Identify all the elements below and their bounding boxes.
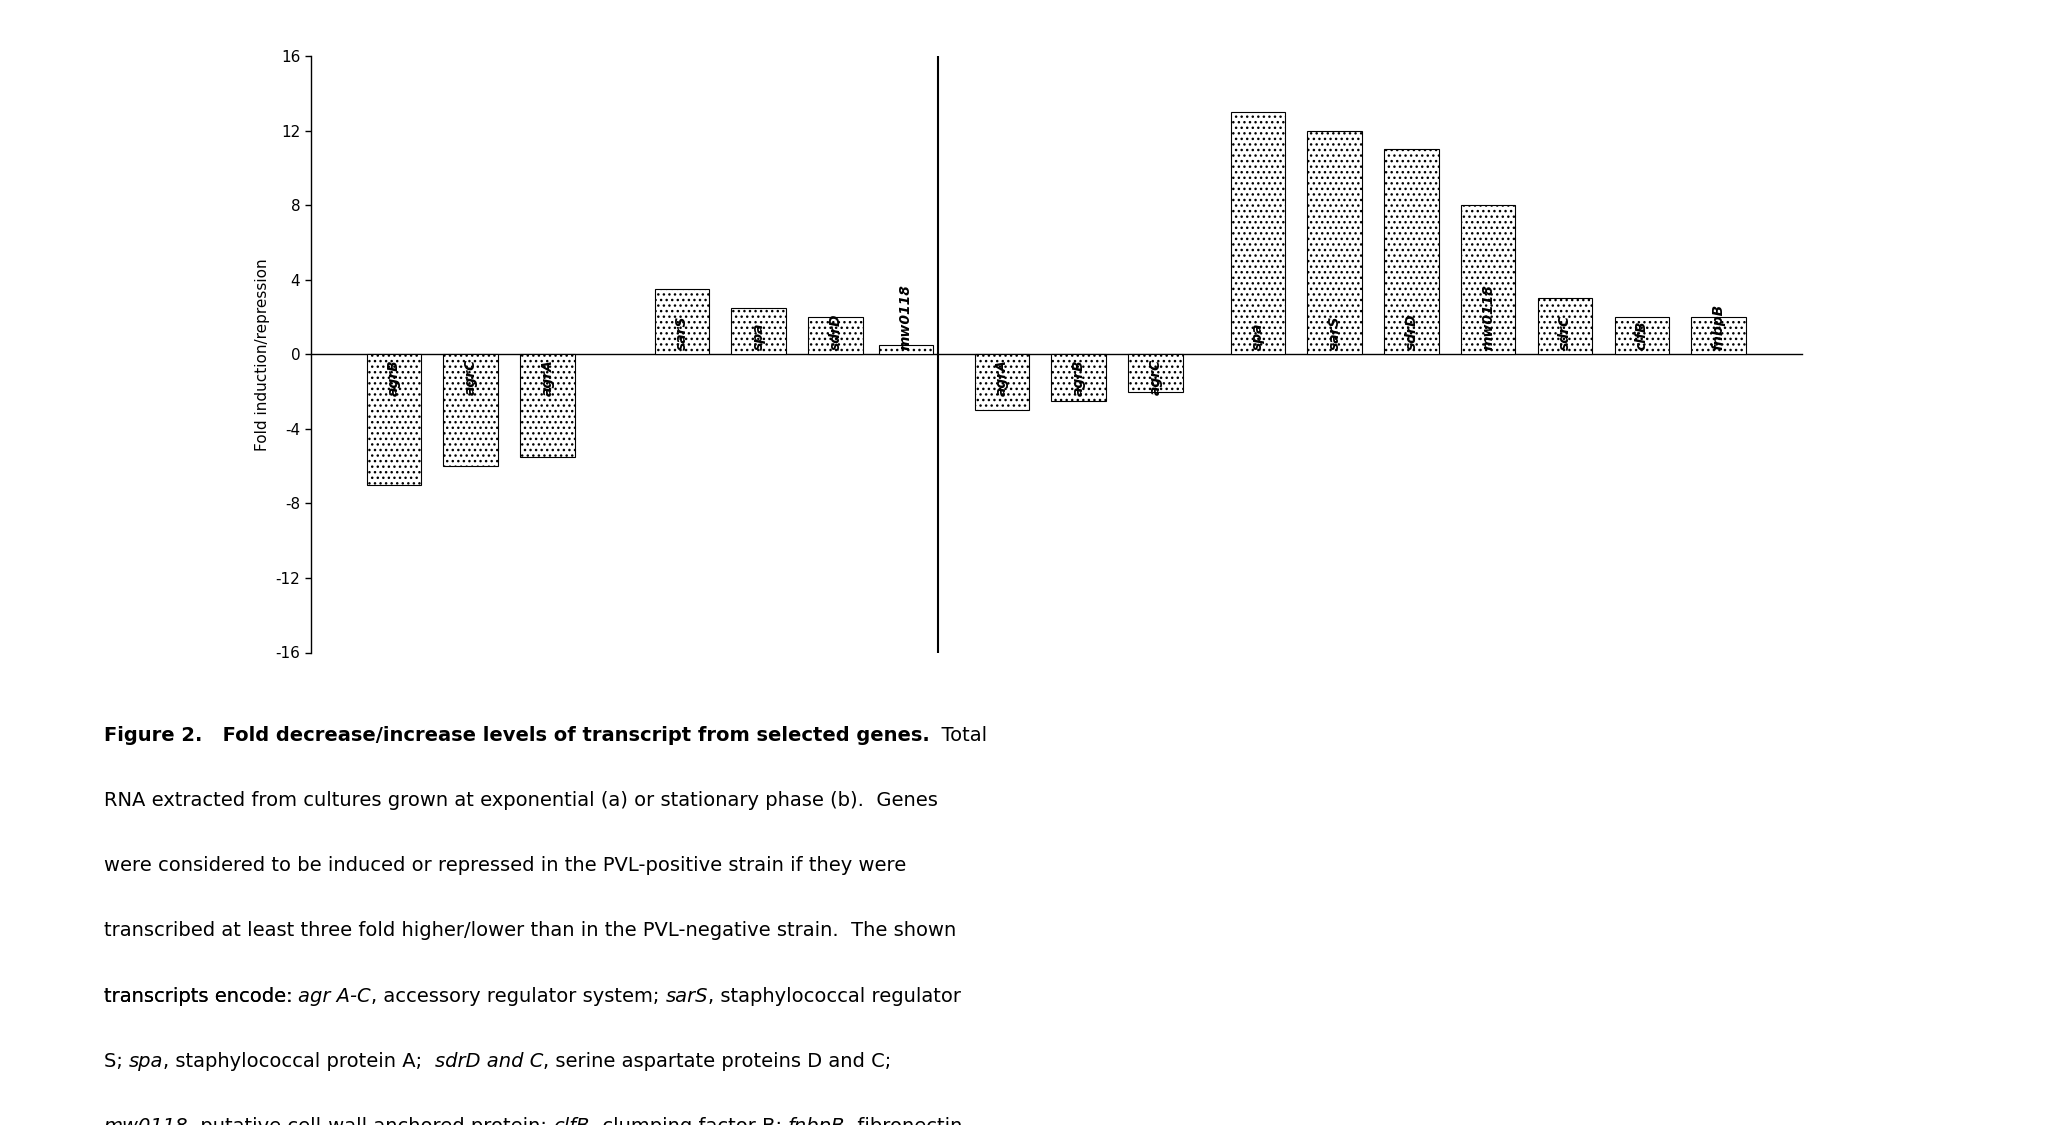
Text: clfB: clfB — [553, 1117, 590, 1125]
Text: transcripts encode:: transcripts encode: — [104, 987, 298, 1006]
Text: spa: spa — [128, 1052, 164, 1071]
Text: sdrD and C: sdrD and C — [435, 1052, 543, 1071]
Bar — [654, 289, 708, 354]
Text: S;: S; — [104, 1052, 128, 1071]
Text: agrC: agrC — [464, 359, 478, 395]
Text: agr A-C: agr A-C — [298, 987, 371, 1006]
Bar — [367, 354, 420, 485]
Bar — [1692, 317, 1746, 354]
Text: transcripts encode:: transcripts encode: — [104, 987, 298, 1006]
Text: mw0118: mw0118 — [899, 284, 913, 350]
Text: transcribed at least three fold higher/lower than in the PVL-negative strain.  T: transcribed at least three fold higher/l… — [104, 921, 957, 940]
Text: sarS: sarS — [675, 315, 690, 350]
Bar — [1052, 354, 1106, 400]
Text: sarS: sarS — [665, 987, 708, 1006]
Bar — [1383, 150, 1439, 354]
Text: , staphylococcal protein A;: , staphylococcal protein A; — [164, 1052, 435, 1071]
Text: agrC: agrC — [1149, 359, 1162, 395]
Text: sdrC: sdrC — [1557, 315, 1572, 350]
Text: clfB: clfB — [1634, 321, 1649, 350]
Text: mw0118: mw0118 — [1481, 284, 1495, 350]
Text: were considered to be induced or repressed in the PVL-positive strain if they we: were considered to be induced or repress… — [104, 856, 905, 875]
Text: agrA: agrA — [994, 359, 1009, 396]
Text: fnbpB: fnbpB — [787, 1117, 845, 1125]
Text: spa: spa — [1251, 322, 1265, 350]
Bar — [1615, 317, 1669, 354]
Text: , putative cell-wall anchored protein;: , putative cell-wall anchored protein; — [188, 1117, 553, 1125]
Text: , clumping factor B;: , clumping factor B; — [590, 1117, 787, 1125]
Text: Figure 2.   Fold decrease/increase levels of transcript from selected genes.: Figure 2. Fold decrease/increase levels … — [104, 726, 930, 745]
Text: sdrD: sdrD — [828, 313, 843, 350]
Text: mw0118: mw0118 — [104, 1117, 188, 1125]
Bar — [808, 317, 864, 354]
Text: sarS: sarS — [1328, 315, 1342, 350]
Bar — [1307, 130, 1363, 354]
Text: agrB: agrB — [1071, 359, 1085, 396]
Text: , staphylococcal regulator: , staphylococcal regulator — [708, 987, 961, 1006]
Bar — [731, 308, 785, 354]
Y-axis label: Fold induction/repression: Fold induction/repression — [255, 258, 269, 451]
Text: fnbpB: fnbpB — [1711, 304, 1725, 350]
Text: , serine aspartate proteins D and C;: , serine aspartate proteins D and C; — [543, 1052, 891, 1071]
Text: agrB: agrB — [387, 359, 402, 396]
Text: RNA extracted from cultures grown at exponential (a) or stationary phase (b).  G: RNA extracted from cultures grown at exp… — [104, 791, 938, 810]
Bar — [443, 354, 497, 466]
Text: agrA: agrA — [541, 359, 555, 396]
Text: , fibronectin: , fibronectin — [845, 1117, 963, 1125]
Text: sdrD: sdrD — [1404, 313, 1419, 350]
Text: spa: spa — [752, 322, 766, 350]
Text: , accessory regulator system;: , accessory regulator system; — [371, 987, 665, 1006]
Bar — [878, 345, 934, 354]
Bar — [975, 354, 1029, 411]
Bar — [520, 354, 574, 457]
Bar — [1230, 112, 1284, 354]
Text: Total: Total — [930, 726, 988, 745]
Bar — [1129, 354, 1183, 392]
Bar — [1460, 205, 1516, 354]
Bar — [1539, 298, 1593, 354]
